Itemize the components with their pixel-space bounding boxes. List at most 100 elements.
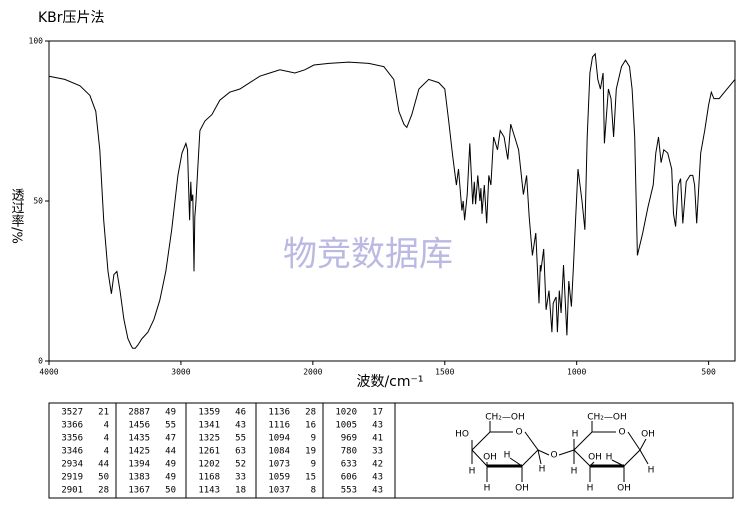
peak-transmittance: 21	[98, 408, 109, 418]
structure-label: H	[606, 453, 613, 463]
peak-transmittance: 49	[165, 473, 176, 483]
structure-label: H	[587, 484, 594, 494]
peak-wavenumber: 1435	[128, 434, 150, 444]
peak-wavenumber: 1084	[268, 447, 290, 457]
peak-transmittance: 55	[165, 421, 176, 431]
peak-transmittance: 43	[235, 421, 246, 431]
peak-wavenumber: 633	[341, 460, 357, 470]
peak-transmittance: 18	[235, 486, 246, 496]
x-tick-label: 4000	[39, 368, 58, 377]
structure-label: OH	[515, 484, 529, 494]
structure-box	[394, 402, 734, 499]
peak-wavenumber: 1341	[198, 421, 220, 431]
peak-wavenumber: 1394	[128, 460, 150, 470]
x-tick-label: 3000	[171, 368, 190, 377]
peak-wavenumber: 1136	[268, 408, 290, 418]
peak-wavenumber: 780	[341, 447, 357, 457]
peak-wavenumber: 606	[341, 473, 357, 483]
peak-transmittance: 50	[165, 486, 176, 496]
peak-wavenumber: 2887	[128, 408, 150, 418]
peak-wavenumber: 2901	[61, 486, 83, 496]
peak-wavenumber: 1261	[198, 447, 220, 457]
structure-label: H	[648, 466, 655, 476]
peak-transmittance: 49	[165, 460, 176, 470]
peak-transmittance: 43	[372, 486, 383, 496]
y-tick-label: 0	[38, 357, 43, 366]
peak-wavenumber: 1020	[335, 408, 357, 418]
peak-transmittance: 15	[305, 473, 316, 483]
peak-transmittance: 42	[372, 460, 383, 470]
peak-wavenumber: 1168	[198, 473, 220, 483]
peak-wavenumber: 969	[341, 434, 357, 444]
peak-transmittance: 17	[372, 408, 383, 418]
peak-transmittance: 16	[305, 421, 316, 431]
structure-label: O	[618, 428, 625, 438]
peak-wavenumber: 1359	[198, 408, 220, 418]
peak-wavenumber: 1202	[198, 460, 220, 470]
peak-transmittance: 50	[98, 473, 109, 483]
peak-transmittance: 43	[372, 421, 383, 431]
structure-label: O	[550, 451, 557, 461]
peak-transmittance: 19	[305, 447, 316, 457]
structure-label: OH	[483, 453, 497, 463]
peak-transmittance: 52	[235, 460, 246, 470]
watermark: 物竞数据库	[283, 235, 453, 275]
peak-transmittance: 44	[165, 447, 176, 457]
peak-wavenumber: 3527	[61, 408, 83, 418]
structure-label: H	[484, 484, 491, 494]
peak-transmittance: 9	[311, 460, 316, 470]
peak-wavenumber: 3356	[61, 434, 83, 444]
peak-wavenumber: 3346	[61, 447, 83, 457]
peak-wavenumber: 1143	[198, 486, 220, 496]
peak-transmittance: 43	[372, 473, 383, 483]
peak-wavenumber: 1037	[268, 486, 290, 496]
peak-transmittance: 4	[104, 421, 109, 431]
structure-label: HO	[455, 430, 469, 440]
peak-wavenumber: 1325	[198, 434, 220, 444]
x-tick-label: 500	[701, 368, 716, 377]
peak-transmittance: 55	[235, 434, 246, 444]
peak-wavenumber: 1059	[268, 473, 290, 483]
peak-wavenumber: 3366	[61, 421, 83, 431]
peak-wavenumber: 1005	[335, 421, 357, 431]
peak-transmittance: 4	[104, 434, 109, 444]
y-tick-label: 50	[33, 197, 43, 206]
peak-transmittance: 46	[235, 408, 246, 418]
structure-label: H	[539, 465, 546, 475]
structure-label: H	[572, 430, 579, 440]
structure-label: CH₂—OH	[485, 413, 525, 423]
peak-wavenumber: 1094	[268, 434, 290, 444]
peak-transmittance: 4	[104, 447, 109, 457]
peak-transmittance: 28	[305, 408, 316, 418]
spectrum-line	[48, 52, 736, 349]
peak-transmittance: 8	[311, 486, 316, 496]
peak-wavenumber: 553	[341, 486, 357, 496]
structure-label: H	[571, 467, 578, 477]
x-tick-label: 1500	[435, 368, 454, 377]
chart-title: KBr压片法	[38, 10, 105, 26]
peak-transmittance: 9	[311, 434, 316, 444]
peak-transmittance: 33	[372, 447, 383, 457]
peak-wavenumber: 1367	[128, 486, 150, 496]
y-axis-label: 透过率/%	[9, 188, 25, 244]
structure-label: CH₂—OH	[587, 413, 627, 423]
structure-label: OH	[588, 453, 602, 463]
x-tick-label: 1000	[567, 368, 586, 377]
structure-drawing	[471, 421, 649, 482]
peak-transmittance: 44	[98, 460, 109, 470]
peak-wavenumber: 1456	[128, 421, 150, 431]
peak-transmittance: 41	[372, 434, 383, 444]
peak-wavenumber: 1116	[268, 421, 290, 431]
structure-label: O	[515, 428, 522, 438]
peak-wavenumber: 1383	[128, 473, 150, 483]
structure-label: OH	[617, 484, 631, 494]
peak-wavenumber: 2919	[61, 473, 83, 483]
peak-transmittance: 28	[98, 486, 109, 496]
peak-transmittance: 33	[235, 473, 246, 483]
peak-transmittance: 47	[165, 434, 176, 444]
structure-label: H	[469, 467, 476, 477]
structure-label: OH	[641, 430, 655, 440]
y-tick-label: 100	[29, 37, 44, 46]
peak-wavenumber: 1073	[268, 460, 290, 470]
peak-transmittance: 49	[165, 408, 176, 418]
